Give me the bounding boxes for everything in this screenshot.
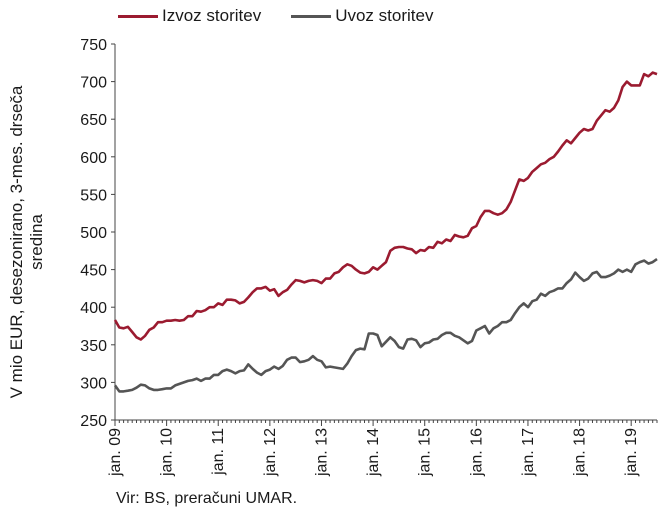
y-tick-label: 450 <box>80 263 107 280</box>
x-tick-label: jan. 11 <box>210 428 227 476</box>
y-tick-label: 600 <box>80 150 107 167</box>
y-tick-label: 750 <box>80 37 107 54</box>
x-tick-label: jan. 13 <box>313 428 330 477</box>
y-tick-label: 700 <box>80 75 107 92</box>
y-tick-label: 400 <box>80 300 107 317</box>
x-tick-label: jan. 16 <box>468 428 485 477</box>
series-line-izvoz <box>113 71 658 341</box>
x-tick-label: jan. 19 <box>623 428 640 477</box>
x-tick-label: jan. 09 <box>107 428 124 477</box>
x-tick-label: jan. 17 <box>520 428 537 477</box>
legend-swatch-izvoz <box>118 14 158 18</box>
legend-label-izvoz: Izvoz storitev <box>162 6 262 25</box>
source-note: Vir: BS, preračuni UMAR. <box>116 490 298 507</box>
y-tick-label: 350 <box>80 338 107 355</box>
x-tick-label: jan. 10 <box>159 428 176 477</box>
legend-item-uvoz: Uvoz storitev <box>291 6 433 26</box>
y-tick-label: 650 <box>80 112 107 129</box>
y-tick-label: 300 <box>80 375 107 392</box>
x-tick-label: jan. 15 <box>417 428 434 477</box>
x-tick-label: jan. 14 <box>365 428 382 477</box>
x-tick-label: jan. 18 <box>572 428 589 477</box>
x-tick-label: jan. 12 <box>262 428 279 477</box>
series-line-uvoz <box>113 258 658 393</box>
legend-swatch-uvoz <box>291 14 332 18</box>
y-tick-label: 500 <box>80 225 107 242</box>
legend-label-uvoz: Uvoz storitev <box>335 6 434 25</box>
y-tick-label: 250 <box>80 413 107 430</box>
chart-legend: Izvoz storitev Uvoz storitev <box>118 6 433 26</box>
legend-item-izvoz: Izvoz storitev <box>118 6 261 26</box>
y-tick-label: 550 <box>80 187 107 204</box>
y-axis-title: V mio EUR, desezonirano, 3-mes. drsečasr… <box>7 85 46 398</box>
